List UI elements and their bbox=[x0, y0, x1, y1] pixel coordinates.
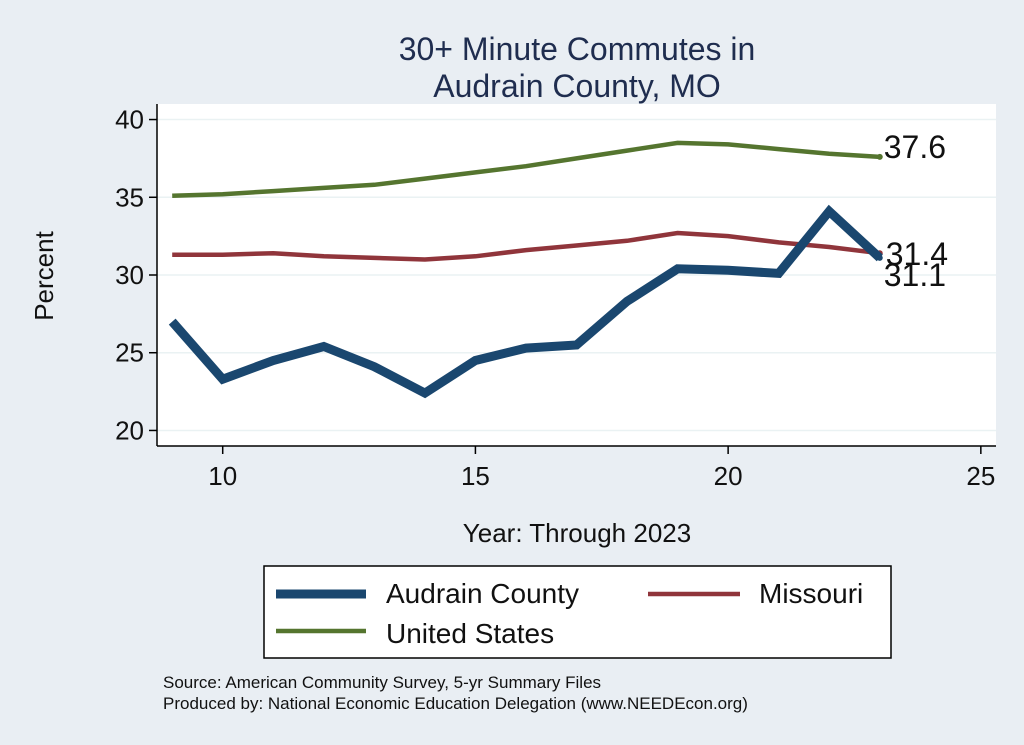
y-tick-label: 30 bbox=[115, 260, 144, 290]
series-line-united-states bbox=[172, 140, 880, 198]
x-tick-label: 10 bbox=[208, 461, 237, 491]
producer-note: Produced by: National Economic Education… bbox=[163, 694, 748, 713]
y-tick-label: 35 bbox=[115, 182, 144, 212]
end-labels: 31.131.4 37.6 bbox=[884, 129, 948, 293]
series-line-missouri bbox=[172, 230, 881, 262]
series-layer bbox=[168, 140, 883, 399]
end-label-audrain-county: 31.1 bbox=[884, 257, 946, 293]
x-tick-label: 20 bbox=[714, 461, 743, 491]
source-note: Source: American Community Survey, 5-yr … bbox=[163, 673, 601, 692]
legend-box bbox=[263, 565, 892, 659]
end-point-audrain-county bbox=[876, 254, 883, 261]
y-axis-title: Percent bbox=[29, 230, 59, 320]
axes: 20 25 30 35 40 10 15 20 25 bbox=[115, 104, 996, 491]
y-tick-label: 40 bbox=[115, 105, 144, 135]
x-tick-label: 25 bbox=[966, 461, 995, 491]
y-tick-label: 20 bbox=[115, 415, 144, 445]
legend-label-audrain-county: Audrain County bbox=[386, 578, 579, 609]
end-label-missouri: 31.4 bbox=[886, 236, 948, 272]
end-label-united-states: 37.6 bbox=[884, 129, 946, 165]
chart-title-line-2: Audrain County, MO bbox=[433, 68, 721, 104]
x-tick-label: 15 bbox=[461, 461, 490, 491]
x-axis-title: Year: Through 2023 bbox=[463, 518, 691, 548]
legend-label-united-states: United States bbox=[386, 618, 554, 649]
legend: Audrain County Missouri United States bbox=[263, 565, 892, 659]
chart-title-line-1: 30+ Minute Commutes in bbox=[399, 31, 756, 67]
legend-label-missouri: Missouri bbox=[759, 578, 863, 609]
end-point-united-states bbox=[876, 153, 883, 160]
series-line-audrain-county bbox=[168, 204, 883, 399]
grid-lines bbox=[157, 118, 996, 432]
y-tick-label: 25 bbox=[115, 338, 144, 368]
